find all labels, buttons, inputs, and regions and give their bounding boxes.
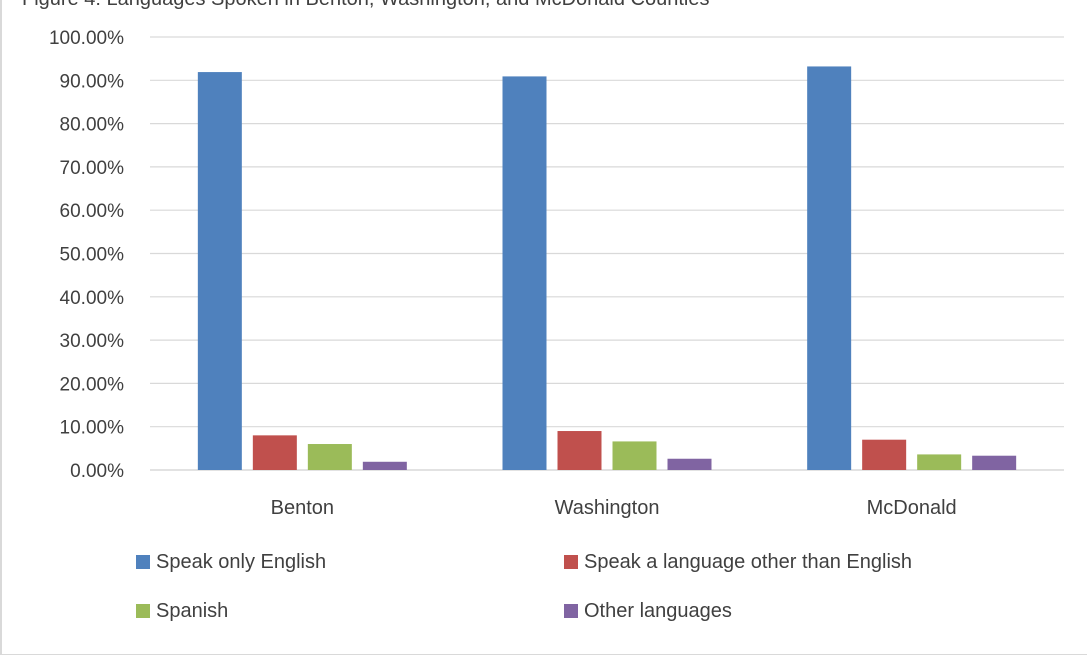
bar-benton-spanish xyxy=(307,444,352,470)
legend-swatch-speak-only-english xyxy=(136,555,150,569)
bar-washington-other-languages xyxy=(667,458,712,470)
x-category-label: Benton xyxy=(271,497,334,519)
bar-benton-other-languages xyxy=(362,461,407,470)
legend-label-other-languages: Other languages xyxy=(584,600,732,622)
legend-swatch-spanish xyxy=(136,604,150,618)
gridlines xyxy=(150,36,1064,471)
y-tick-label: 20.00% xyxy=(60,374,125,395)
legend-label-spanish: Spanish xyxy=(156,600,228,622)
x-category-label: McDonald xyxy=(867,497,957,519)
legend-swatch-speak-a-language-other-than-english xyxy=(564,555,578,569)
legend-label-speak-a-language-other-than-english: Speak a language other than English xyxy=(584,551,912,573)
bar-mcdonald-other-languages xyxy=(972,455,1017,470)
y-tick-label: 80.00% xyxy=(60,115,125,136)
bar-mcdonald-speak-only-english xyxy=(807,66,852,470)
bars xyxy=(197,66,1017,470)
y-tick-label: 50.00% xyxy=(60,245,125,266)
y-tick-label: 40.00% xyxy=(60,288,125,309)
bar-mcdonald-spanish xyxy=(917,454,962,470)
y-axis-tick-labels: 0.00% 10.00% 20.00% 30.00% 40.00% 50.00% 60.00… xyxy=(49,28,124,482)
x-axis-category-labels: Benton Washington McDonald xyxy=(271,497,957,519)
legend: Speak only English Speak a language other… xyxy=(136,551,912,622)
bar-washington-speak-a-language-other-than-english xyxy=(557,431,602,470)
cut-off-header-text: Figure 4: Languages Spoken in Benton, Wa… xyxy=(22,0,709,10)
y-tick-label: 90.00% xyxy=(60,71,125,92)
bar-mcdonald-speak-a-language-other-than-english xyxy=(862,439,907,470)
bar-benton-speak-a-language-other-than-english xyxy=(252,435,297,470)
bar-benton-speak-only-english xyxy=(197,72,242,470)
y-tick-label: 70.00% xyxy=(60,158,125,179)
y-tick-label: 100.00% xyxy=(49,28,124,49)
cut-off-header: Figure 4: Languages Spoken in Benton, Wa… xyxy=(2,0,1087,10)
y-tick-label: 60.00% xyxy=(60,201,125,222)
x-category-label: Washington xyxy=(555,497,660,519)
bar-washington-speak-only-english xyxy=(502,76,547,470)
y-tick-label: 10.00% xyxy=(60,418,125,439)
bar-washington-spanish xyxy=(612,441,657,470)
y-tick-label: 30.00% xyxy=(60,331,125,352)
y-tick-label: 0.00% xyxy=(70,461,124,482)
legend-swatch-other-languages xyxy=(564,604,578,618)
legend-label-speak-only-english: Speak only English xyxy=(156,551,326,573)
